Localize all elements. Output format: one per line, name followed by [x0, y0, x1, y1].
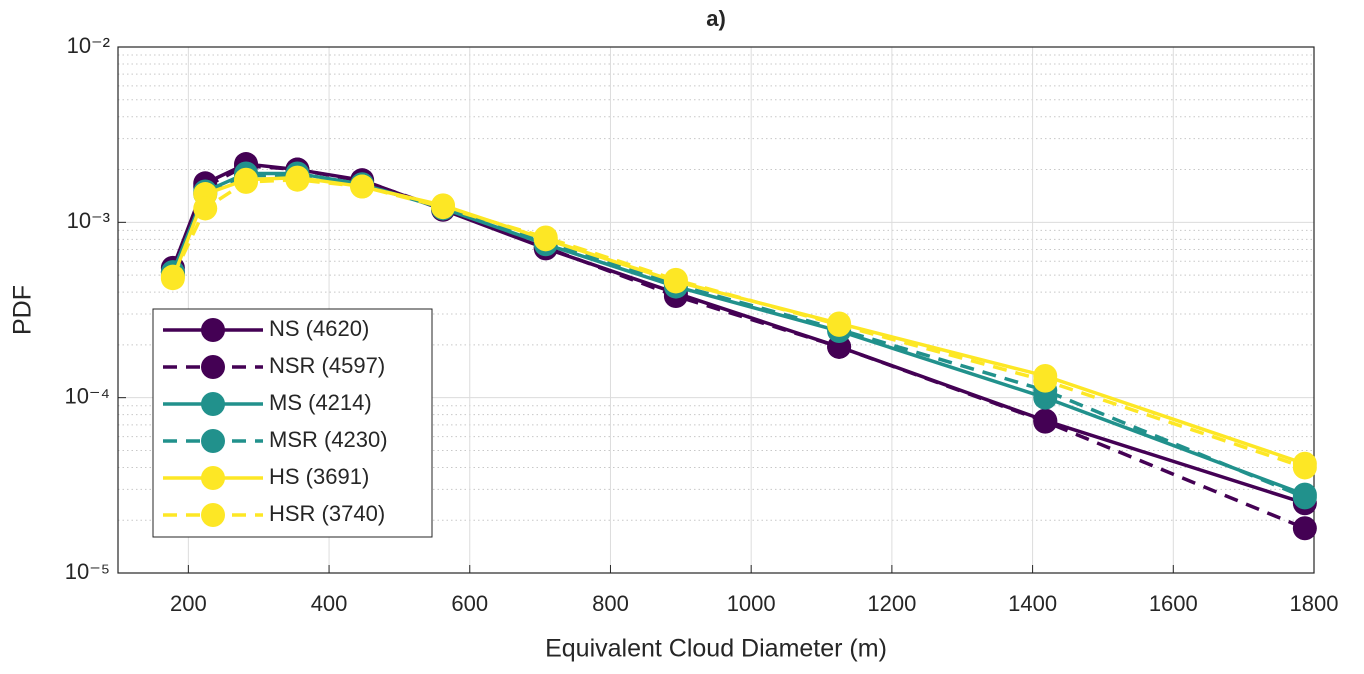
point — [1033, 409, 1058, 434]
x-axis-label: Equivalent Cloud Diameter (m) — [545, 635, 887, 663]
series-line — [171, 164, 1306, 530]
point — [1292, 485, 1317, 510]
x-tick-label: 1800 — [1290, 591, 1339, 616]
legend-label: NSR (4597) — [269, 353, 385, 378]
x-tick-label: 1600 — [1149, 591, 1198, 616]
chart-title: a) — [706, 6, 726, 31]
x-tick-label: 600 — [451, 591, 488, 616]
point — [1292, 455, 1317, 480]
y-axis-label: PDF — [9, 285, 37, 335]
legend-marker — [201, 355, 225, 379]
x-tick-label: 200 — [170, 591, 207, 616]
point — [827, 312, 852, 337]
x-tick-label: 1000 — [727, 591, 776, 616]
legend-label: MSR (4230) — [269, 427, 388, 452]
x-tick-label: 1200 — [867, 591, 916, 616]
y-tick-label: 10⁻⁵ — [65, 559, 110, 584]
legend-label: NS (4620) — [269, 316, 369, 341]
legend-marker — [201, 503, 225, 527]
legend-marker — [201, 429, 225, 453]
point — [663, 267, 688, 292]
point — [160, 264, 185, 289]
point — [431, 195, 456, 220]
plot-frame — [117, 46, 1315, 574]
point — [1292, 516, 1317, 541]
legend-label: HS (3691) — [269, 464, 369, 489]
point — [285, 167, 310, 192]
point — [350, 174, 375, 199]
legend-marker — [201, 466, 225, 490]
legend-box — [152, 308, 433, 538]
legend-marker — [201, 392, 225, 416]
x-tick-label: 800 — [592, 591, 629, 616]
y-tick-label: 10⁻² — [67, 33, 110, 58]
legend-label: MS (4214) — [269, 390, 372, 415]
y-tick-label: 10⁻³ — [67, 208, 110, 233]
point — [533, 225, 558, 250]
x-tick-label: 1400 — [1008, 591, 1057, 616]
legend-label: HSR (3740) — [269, 501, 385, 526]
point — [193, 196, 218, 221]
legend-marker — [201, 318, 225, 342]
point — [1033, 368, 1058, 393]
point — [234, 169, 259, 194]
x-tick-label: 400 — [311, 591, 348, 616]
y-tick-label: 10⁻⁴ — [64, 383, 110, 408]
